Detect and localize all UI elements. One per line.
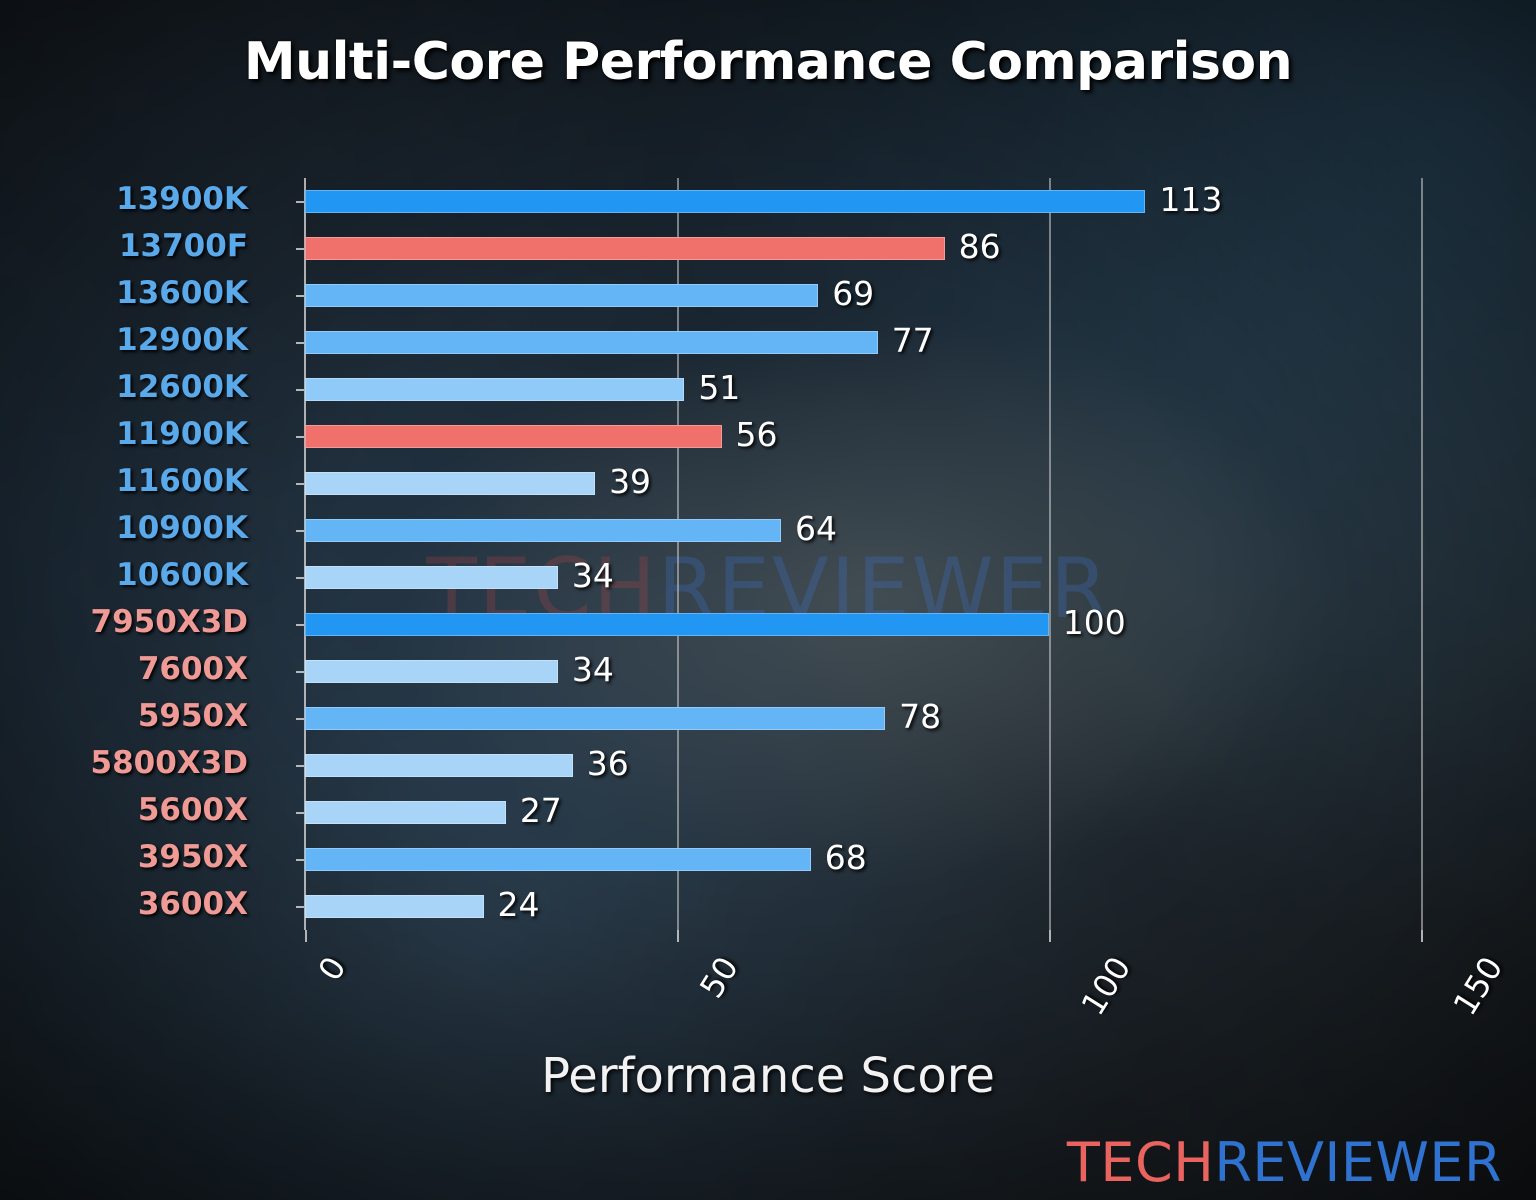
gridline bbox=[1048, 178, 1051, 930]
bar[interactable] bbox=[305, 706, 886, 730]
chart-title: Multi-Core Performance Comparison bbox=[243, 32, 1293, 92]
bar-value-label: 113 bbox=[1159, 179, 1223, 219]
bar[interactable] bbox=[305, 565, 558, 589]
bar[interactable] bbox=[305, 471, 596, 495]
y-axis-tick-label: 7600X bbox=[137, 650, 248, 687]
y-axis-tick-mark bbox=[296, 764, 304, 767]
y-axis-tick-mark bbox=[296, 529, 304, 532]
y-axis-tick-mark bbox=[296, 247, 304, 250]
gridline bbox=[1420, 178, 1423, 930]
bar[interactable] bbox=[305, 612, 1049, 636]
y-axis-tick-label: 13900K bbox=[116, 180, 248, 217]
bar-value-label: 34 bbox=[571, 555, 614, 595]
y-axis-tick-mark bbox=[296, 341, 304, 344]
y-axis-spine bbox=[304, 178, 306, 930]
y-axis-tick-label: 5800X3D bbox=[90, 744, 248, 781]
bar-value-label: 100 bbox=[1062, 602, 1126, 642]
bar-value-label: 86 bbox=[958, 226, 1001, 266]
x-axis-tick-mark bbox=[305, 930, 307, 942]
bar-row[interactable]: 3600X 24 bbox=[138, 883, 1495, 930]
bar-row[interactable]: 13700F 86 bbox=[119, 225, 1495, 272]
bar-value-label: 56 bbox=[735, 414, 778, 454]
bar-value-label: 24 bbox=[497, 884, 540, 924]
y-axis-tick-mark bbox=[296, 670, 304, 673]
bar-row[interactable]: 11900K 56 bbox=[116, 413, 1495, 460]
bar-row[interactable]: 12600K 51 bbox=[116, 366, 1495, 413]
y-axis-tick-mark bbox=[296, 200, 304, 203]
bar-row[interactable]: 3950X 68 bbox=[138, 836, 1495, 883]
bar[interactable] bbox=[305, 283, 819, 307]
brand-logo-reviewer: REVIEWER bbox=[1214, 1131, 1502, 1194]
bar-value-label: 39 bbox=[609, 461, 652, 501]
bar-row[interactable]: 5600X 27 bbox=[138, 789, 1495, 836]
bar-row[interactable]: 10900K 64 bbox=[116, 507, 1495, 554]
y-axis-tick-label: 7950X3D bbox=[90, 603, 248, 640]
bar[interactable] bbox=[305, 800, 506, 824]
bar[interactable] bbox=[305, 659, 558, 683]
bar-value-label: 77 bbox=[891, 320, 934, 360]
y-axis-tick-label: 13600K bbox=[116, 274, 248, 311]
y-axis-tick-label: 5600X bbox=[137, 791, 248, 828]
x-axis-title: Performance Score bbox=[541, 1048, 995, 1104]
bar-row[interactable]: 12900K 77 bbox=[116, 319, 1495, 366]
bar[interactable] bbox=[305, 377, 685, 401]
y-axis-tick-mark bbox=[296, 576, 304, 579]
x-axis-tick-mark bbox=[1048, 930, 1051, 942]
bar-value-label: 51 bbox=[698, 367, 741, 407]
bar[interactable] bbox=[305, 330, 878, 354]
y-axis-tick-label: 3600X bbox=[137, 885, 248, 922]
bar[interactable] bbox=[305, 847, 811, 871]
x-axis-tick-mark bbox=[676, 930, 679, 942]
plot-area: 0 50 100 150 13900K 113 13700F 86 13600K 69 12900K… bbox=[91, 178, 1510, 1022]
gridline bbox=[676, 178, 679, 930]
bar[interactable] bbox=[305, 424, 722, 448]
y-axis-tick-mark bbox=[296, 858, 304, 861]
bar-row[interactable]: 7600X 34 bbox=[138, 648, 1495, 695]
y-axis-tick-mark bbox=[296, 482, 304, 485]
bar-value-label: 78 bbox=[899, 696, 942, 736]
bar-value-label: 64 bbox=[795, 508, 837, 548]
bar[interactable] bbox=[305, 894, 484, 918]
y-axis-tick-label: 12600K bbox=[116, 368, 248, 405]
bar-row[interactable]: 5800X3D 36 bbox=[91, 742, 1495, 789]
bar-value-label: 36 bbox=[586, 743, 629, 783]
brand-logo: TECHREVIEWER bbox=[1067, 1131, 1502, 1194]
y-axis-tick-label: 10600K bbox=[116, 556, 248, 593]
y-axis-tick-label: 5950X bbox=[137, 697, 248, 734]
brand-logo-tech: TECH bbox=[1066, 1131, 1215, 1194]
y-axis-tick-mark bbox=[296, 717, 304, 720]
bar-value-label: 34 bbox=[571, 649, 614, 689]
bar[interactable] bbox=[305, 753, 573, 777]
y-axis-tick-mark bbox=[296, 811, 304, 814]
bar-value-label: 68 bbox=[824, 837, 867, 877]
bar-row[interactable]: 13900K 113 bbox=[116, 178, 1495, 225]
bar-row[interactable]: 5950X 78 bbox=[138, 695, 1495, 742]
bar-value-label: 27 bbox=[519, 790, 562, 830]
y-axis-tick-label: 12900K bbox=[116, 321, 248, 358]
bar-row[interactable]: 10600K 34 bbox=[116, 554, 1495, 601]
y-axis-tick-mark bbox=[296, 435, 304, 438]
y-axis-tick-mark bbox=[296, 623, 304, 626]
y-axis-tick-mark bbox=[296, 294, 304, 297]
bar[interactable] bbox=[305, 189, 1146, 213]
bar[interactable] bbox=[305, 518, 781, 542]
bar[interactable] bbox=[305, 236, 945, 260]
y-axis-tick-label: 3950X bbox=[137, 838, 248, 875]
y-axis-tick-label: 11900K bbox=[116, 415, 248, 452]
bar-row[interactable]: 7950X3D 100 bbox=[91, 601, 1495, 648]
bar-value-label: 69 bbox=[832, 273, 875, 313]
y-axis-tick-label: 11600K bbox=[116, 462, 248, 499]
y-axis-tick-mark bbox=[296, 905, 304, 908]
bar-row[interactable]: 11600K 39 bbox=[116, 460, 1495, 507]
y-axis-tick-label: 13700F bbox=[118, 227, 248, 264]
y-axis-tick-label: 10900K bbox=[116, 509, 248, 546]
y-axis-tick-mark bbox=[296, 388, 304, 391]
x-axis-tick-mark bbox=[1420, 930, 1423, 942]
bar-row[interactable]: 13600K 69 bbox=[116, 272, 1495, 319]
